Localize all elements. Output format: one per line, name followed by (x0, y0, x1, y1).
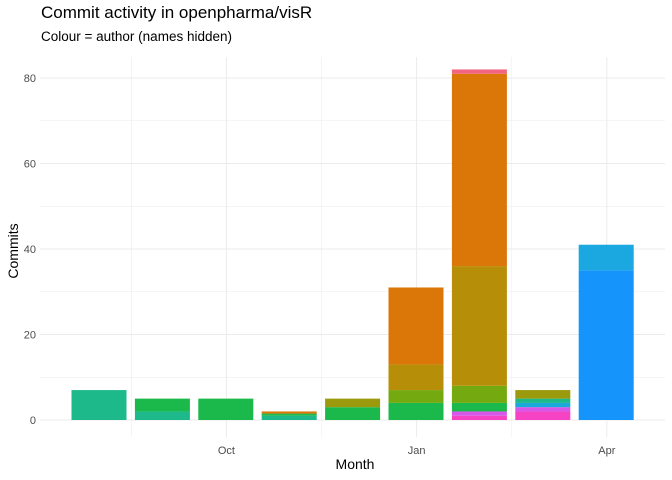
bar-segment (451, 411, 507, 416)
y-tick-label: 20 (24, 330, 36, 342)
bar-segment (578, 244, 634, 271)
bar-segment (261, 411, 317, 414)
bar-segment (451, 415, 507, 420)
bar-segment (515, 390, 571, 399)
bar-segment (261, 415, 317, 420)
y-tick-label: 60 (24, 159, 36, 171)
bar-segment (134, 411, 190, 420)
bar-segment (451, 73, 507, 267)
y-tick-labels: 0 20 40 60 80 (24, 73, 36, 427)
bar-segment (71, 390, 127, 420)
bar-group (71, 69, 634, 420)
chart-subtitle: Colour = author (names hidden) (41, 29, 232, 44)
bar-segment (388, 364, 444, 391)
bar-segment (515, 398, 571, 403)
bar-segment (388, 402, 444, 420)
grid-lines (40, 57, 665, 437)
x-tick-label: Jan (408, 445, 426, 457)
x-tick-label: Apr (598, 445, 615, 457)
bar-segment (451, 266, 507, 386)
bar-segment (451, 402, 507, 412)
bar-segment (515, 411, 571, 420)
bar-segment (515, 407, 571, 412)
bar-segment (388, 287, 444, 365)
x-axis-title: Month (336, 456, 375, 472)
bar-segment (451, 69, 507, 74)
bar-segment (388, 390, 444, 403)
y-tick-label: 40 (24, 244, 36, 256)
bar-segment (515, 402, 571, 408)
x-tick-labels: Oct Jan Apr (218, 445, 616, 457)
x-tick-label: Oct (218, 445, 235, 457)
bar-segment (578, 270, 634, 420)
bar-segment (134, 398, 190, 412)
bar-segment (325, 407, 381, 420)
bar-segment (198, 398, 254, 420)
bar-segment (451, 385, 507, 403)
bar-segment (325, 398, 381, 408)
y-tick-label: 0 (30, 415, 36, 427)
y-tick-label: 80 (24, 73, 36, 85)
bar-segment (261, 413, 317, 416)
chart-title: Commit activity in openpharma/visR (41, 3, 313, 22)
y-axis-title: Commits (5, 223, 21, 278)
